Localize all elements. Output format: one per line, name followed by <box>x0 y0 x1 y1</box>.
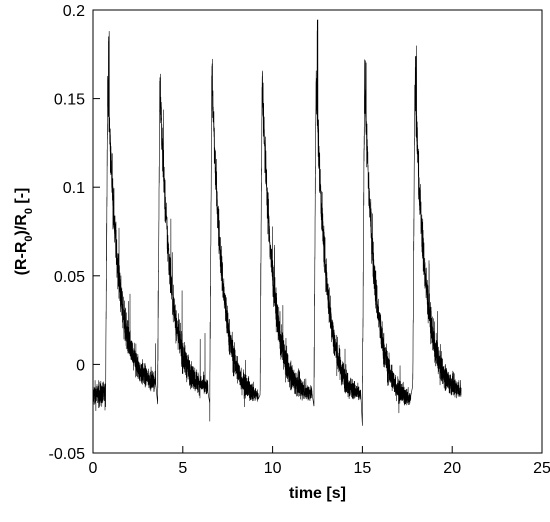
x-axis-title: time [s] <box>289 485 346 502</box>
x-tick-label: 20 <box>443 460 461 477</box>
x-axis-ticks: 0 5 10 15 20 25 <box>89 446 550 477</box>
y-axis-title-part: [-] <box>13 188 30 208</box>
signal-line <box>92 19 462 426</box>
plot-frame <box>92 9 543 454</box>
y-tick-label: -0.05 <box>49 446 86 463</box>
y-axis-title: (R-R0)/R0 [-] <box>13 188 35 276</box>
y-axis-title-part: 0 <box>23 236 35 242</box>
y-axis-ticks: -0.05 0 0.05 0.1 0.15 0.2 <box>49 3 100 463</box>
y-tick-label: 0.05 <box>54 269 85 286</box>
y-tick-label: 0.2 <box>63 3 85 20</box>
x-tick-label: 10 <box>264 460 282 477</box>
y-tick-label: 0 <box>76 357 85 374</box>
y-axis-title-part: (R-R <box>13 241 30 275</box>
y-axis-title-part: 0 <box>23 208 35 214</box>
y-tick-label: 0.15 <box>54 92 85 109</box>
x-tick-label: 25 <box>533 460 550 477</box>
x-tick-label: 15 <box>354 460 372 477</box>
x-tick-label: 5 <box>178 460 187 477</box>
y-axis-title-part: )/R <box>13 214 30 236</box>
y-tick-label: 0.1 <box>63 180 85 197</box>
x-tick-label: 0 <box>89 460 98 477</box>
